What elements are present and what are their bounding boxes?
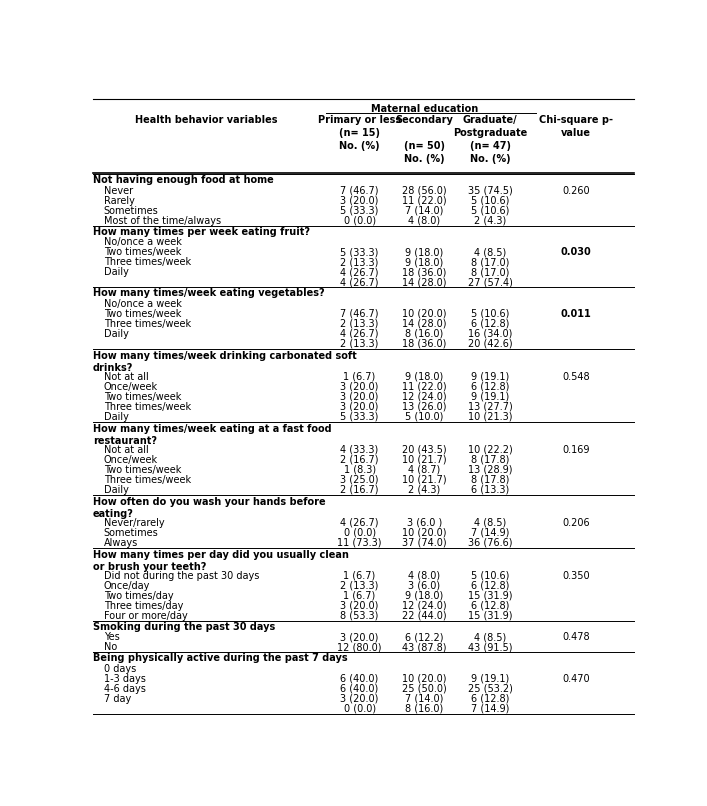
Text: 4 (8.5): 4 (8.5) (474, 517, 506, 528)
Text: 6 (12.2): 6 (12.2) (405, 632, 443, 642)
Text: 10 (21.7): 10 (21.7) (402, 455, 447, 465)
Text: 2 (16.7): 2 (16.7) (340, 484, 379, 495)
Text: 12 (80.0): 12 (80.0) (337, 642, 382, 652)
Text: Three times/week: Three times/week (104, 257, 191, 268)
Text: 4 (8.5): 4 (8.5) (474, 247, 506, 257)
Text: 6 (12.8): 6 (12.8) (471, 580, 509, 591)
Text: 4 (26.7): 4 (26.7) (340, 268, 379, 277)
Text: 9 (19.1): 9 (19.1) (471, 392, 509, 401)
Text: 0.011: 0.011 (561, 309, 591, 318)
Text: 10 (21.7): 10 (21.7) (402, 475, 447, 484)
Text: 8 (16.0): 8 (16.0) (405, 704, 443, 713)
Text: Once/day: Once/day (104, 580, 150, 591)
Text: Most of the time/always: Most of the time/always (104, 216, 221, 226)
Text: 37 (74.0): 37 (74.0) (402, 538, 447, 547)
Text: Always: Always (104, 538, 138, 547)
Text: 8 (17.8): 8 (17.8) (471, 455, 509, 465)
Text: 0.260: 0.260 (562, 186, 590, 196)
Text: Daily: Daily (104, 329, 129, 339)
Text: 1 (6.7): 1 (6.7) (344, 571, 375, 580)
Text: 4 (26.7): 4 (26.7) (340, 517, 379, 528)
Text: 27 (57.4): 27 (57.4) (467, 277, 513, 287)
Text: 15 (31.9): 15 (31.9) (468, 611, 513, 621)
Text: Yes: Yes (104, 632, 119, 642)
Text: Rarely: Rarely (104, 196, 134, 206)
Text: 14 (28.0): 14 (28.0) (402, 318, 447, 329)
Text: Daily: Daily (104, 268, 129, 277)
Text: 35 (74.5): 35 (74.5) (467, 186, 513, 196)
Text: Not at all: Not at all (104, 445, 148, 455)
Text: 3 (6.0): 3 (6.0) (408, 580, 440, 591)
Text: 7 (14.0): 7 (14.0) (405, 694, 443, 704)
Text: Two times/week: Two times/week (104, 247, 181, 257)
Text: 0 (0.0): 0 (0.0) (344, 704, 375, 713)
Text: 4-6 days: 4-6 days (104, 683, 146, 694)
Text: 9 (19.1): 9 (19.1) (471, 372, 509, 382)
Text: Sometimes: Sometimes (104, 206, 158, 216)
Text: 0.478: 0.478 (562, 632, 590, 642)
Text: 3 (25.0): 3 (25.0) (340, 475, 379, 484)
Text: 43 (87.8): 43 (87.8) (402, 642, 447, 652)
Text: 4 (8.0): 4 (8.0) (408, 571, 440, 580)
Text: 5 (10.0): 5 (10.0) (405, 412, 443, 422)
Text: Not at all: Not at all (104, 372, 148, 382)
Text: 2 (4.3): 2 (4.3) (474, 216, 506, 226)
Text: 20 (43.5): 20 (43.5) (402, 445, 447, 455)
Text: 8 (17.0): 8 (17.0) (471, 268, 509, 277)
Text: Smoking during the past 30 days: Smoking during the past 30 days (93, 621, 275, 632)
Text: 2 (13.3): 2 (13.3) (340, 318, 379, 329)
Text: 5 (33.3): 5 (33.3) (340, 247, 379, 257)
Text: 6 (40.0): 6 (40.0) (341, 683, 379, 694)
Text: 3 (20.0): 3 (20.0) (340, 694, 379, 704)
Text: No: No (104, 642, 117, 652)
Text: 36 (76.6): 36 (76.6) (468, 538, 513, 547)
Text: Secondary

(n= 50)
No. (%): Secondary (n= 50) No. (%) (395, 115, 453, 164)
Text: Once/week: Once/week (104, 455, 158, 465)
Text: 0.350: 0.350 (562, 571, 590, 580)
Text: 6 (12.8): 6 (12.8) (471, 694, 509, 704)
Text: 12 (24.0): 12 (24.0) (402, 600, 447, 611)
Text: 18 (36.0): 18 (36.0) (402, 339, 446, 349)
Text: 22 (44.0): 22 (44.0) (402, 611, 447, 621)
Text: How many times/week eating at a fast food
restaurant?: How many times/week eating at a fast foo… (93, 424, 332, 446)
Text: 2 (16.7): 2 (16.7) (340, 455, 379, 465)
Text: 11 (73.3): 11 (73.3) (337, 538, 382, 547)
Text: 15 (31.9): 15 (31.9) (468, 591, 513, 600)
Text: 9 (19.1): 9 (19.1) (471, 674, 509, 683)
Text: Three times/day: Three times/day (104, 600, 183, 611)
Text: 2 (13.3): 2 (13.3) (340, 339, 379, 349)
Text: Daily: Daily (104, 484, 129, 495)
Text: 0.206: 0.206 (562, 517, 590, 528)
Text: Being physically active during the past 7 days: Being physically active during the past … (93, 653, 347, 663)
Text: Never/rarely: Never/rarely (104, 517, 164, 528)
Text: 7 (14.9): 7 (14.9) (471, 704, 509, 713)
Text: 3 (20.0): 3 (20.0) (340, 392, 379, 401)
Text: 0.169: 0.169 (562, 445, 590, 455)
Text: 25 (53.2): 25 (53.2) (467, 683, 513, 694)
Text: 3 (20.0): 3 (20.0) (340, 401, 379, 412)
Text: Never: Never (104, 186, 133, 196)
Text: Two times/week: Two times/week (104, 309, 181, 318)
Text: 12 (24.0): 12 (24.0) (402, 392, 447, 401)
Text: 1-3 days: 1-3 days (104, 674, 146, 683)
Text: 9 (18.0): 9 (18.0) (405, 257, 443, 268)
Text: 4 (26.7): 4 (26.7) (340, 329, 379, 339)
Text: 13 (26.0): 13 (26.0) (402, 401, 447, 412)
Text: 6 (12.8): 6 (12.8) (471, 600, 509, 611)
Text: 3 (20.0): 3 (20.0) (340, 600, 379, 611)
Text: 5 (10.6): 5 (10.6) (471, 206, 509, 216)
Text: 6 (12.8): 6 (12.8) (471, 318, 509, 329)
Text: 7 day: 7 day (104, 694, 131, 704)
Text: 3 (20.0): 3 (20.0) (340, 196, 379, 206)
Text: 3 (6.0 ): 3 (6.0 ) (407, 517, 442, 528)
Text: 18 (36.0): 18 (36.0) (402, 268, 446, 277)
Text: 9 (18.0): 9 (18.0) (405, 591, 443, 600)
Text: How many times/week eating vegetables?: How many times/week eating vegetables? (93, 289, 325, 298)
Text: 5 (10.6): 5 (10.6) (471, 309, 509, 318)
Text: How often do you wash your hands before
eating?: How often do you wash your hands before … (93, 496, 325, 518)
Text: Maternal education: Maternal education (371, 104, 479, 114)
Text: 7 (14.0): 7 (14.0) (405, 206, 443, 216)
Text: 25 (50.0): 25 (50.0) (402, 683, 447, 694)
Text: 2 (4.3): 2 (4.3) (408, 484, 440, 495)
Text: 4 (8.0): 4 (8.0) (408, 216, 440, 226)
